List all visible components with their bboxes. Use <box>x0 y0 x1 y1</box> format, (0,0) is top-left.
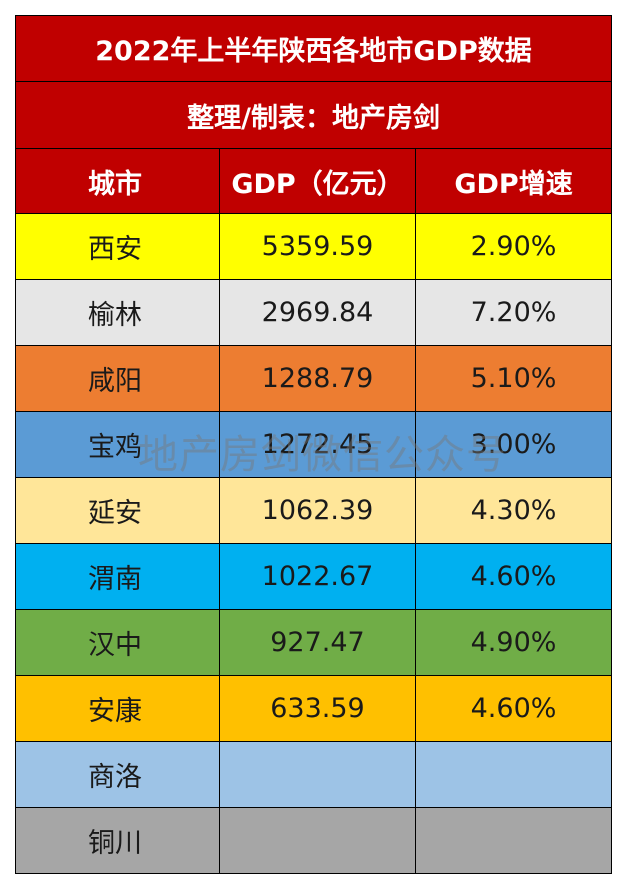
title-row: 2022年上半年陕西各地市GDP数据 <box>14 15 613 82</box>
table-subtitle: 整理/制表：地产房剑 <box>14 81 613 149</box>
gdp-table-sheet: 2022年上半年陕西各地市GDP数据 整理/制表：地产房剑 城市 GDP（亿元）… <box>14 15 613 874</box>
gdp-table: 2022年上半年陕西各地市GDP数据 整理/制表：地产房剑 城市 GDP（亿元）… <box>14 15 613 874</box>
header-gdp: GDP（亿元） <box>219 148 416 214</box>
growth-cell: 4.90% <box>414 609 613 676</box>
growth-cell: 4.60% <box>414 543 613 610</box>
growth-cell: 2.90% <box>414 213 613 280</box>
city-cell: 咸阳 <box>15 345 220 412</box>
table-row: 安康 633.59 4.60% <box>15 675 613 742</box>
gdp-cell: 633.59 <box>219 675 416 742</box>
gdp-cell: 927.47 <box>219 609 416 676</box>
city-cell: 延安 <box>15 477 220 544</box>
city-cell: 安康 <box>15 675 220 742</box>
gdp-cell: 1272.45 <box>219 411 416 478</box>
gdp-cell: 1288.79 <box>219 345 416 412</box>
city-cell: 榆林 <box>15 279 220 346</box>
gdp-cell: 1062.39 <box>219 477 416 544</box>
city-cell: 宝鸡 <box>15 411 220 478</box>
header-city: 城市 <box>15 148 220 214</box>
gdp-cell <box>219 741 416 808</box>
table-row: 渭南 1022.67 4.60% <box>15 543 613 610</box>
header-growth: GDP增速 <box>414 148 613 214</box>
header-row: 城市 GDP（亿元） GDP增速 <box>15 148 613 214</box>
gdp-cell <box>219 807 416 874</box>
city-cell: 西安 <box>15 213 220 280</box>
table-row: 西安 5359.59 2.90% <box>15 213 613 280</box>
table-row: 榆林 2969.84 7.20% <box>15 279 613 346</box>
gdp-cell: 5359.59 <box>219 213 416 280</box>
table-row: 咸阳 1288.79 5.10% <box>15 345 613 412</box>
table-row: 铜川 <box>15 807 613 874</box>
gdp-cell: 2969.84 <box>219 279 416 346</box>
city-cell: 渭南 <box>15 543 220 610</box>
growth-cell: 5.10% <box>414 345 613 412</box>
city-cell: 商洛 <box>15 741 220 808</box>
growth-cell: 4.30% <box>414 477 613 544</box>
gdp-cell: 1022.67 <box>219 543 416 610</box>
growth-cell: 4.60% <box>414 675 613 742</box>
table-row: 宝鸡 1272.45 3.00% <box>15 411 613 478</box>
table-row: 延安 1062.39 4.30% <box>15 477 613 544</box>
table-title: 2022年上半年陕西各地市GDP数据 <box>14 15 613 82</box>
table-row: 汉中 927.47 4.90% <box>15 609 613 676</box>
city-cell: 汉中 <box>15 609 220 676</box>
growth-cell: 3.00% <box>414 411 613 478</box>
growth-cell: 7.20% <box>414 279 613 346</box>
city-cell: 铜川 <box>15 807 220 874</box>
growth-cell <box>414 807 613 874</box>
subtitle-row: 整理/制表：地产房剑 <box>14 81 613 149</box>
growth-cell <box>414 741 613 808</box>
table-row: 商洛 <box>15 741 613 808</box>
